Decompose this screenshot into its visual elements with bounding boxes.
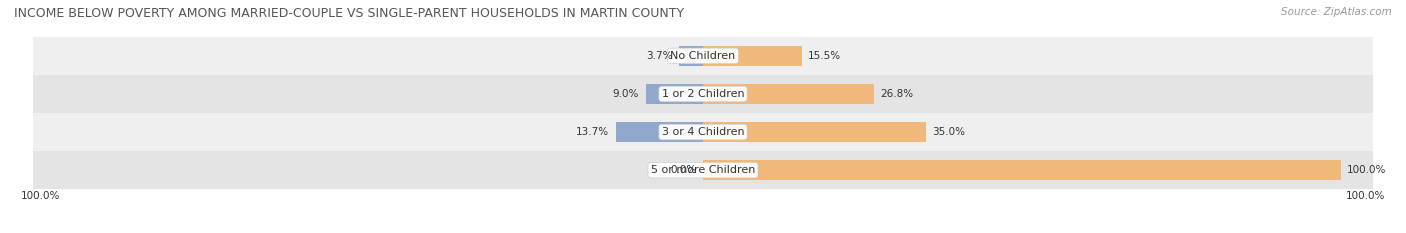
Bar: [703, 160, 1341, 180]
Text: 15.5%: 15.5%: [808, 51, 841, 61]
Text: 100.0%: 100.0%: [1347, 165, 1386, 175]
Bar: [645, 84, 703, 104]
Bar: [34, 75, 1372, 113]
Text: 26.8%: 26.8%: [880, 89, 914, 99]
Text: 13.7%: 13.7%: [576, 127, 609, 137]
Text: 100.0%: 100.0%: [1346, 191, 1385, 201]
Bar: [34, 37, 1372, 75]
Text: 3 or 4 Children: 3 or 4 Children: [662, 127, 744, 137]
Text: 100.0%: 100.0%: [21, 191, 60, 201]
Bar: [679, 46, 703, 66]
Text: 5 or more Children: 5 or more Children: [651, 165, 755, 175]
Text: 9.0%: 9.0%: [613, 89, 640, 99]
Text: 35.0%: 35.0%: [932, 127, 966, 137]
Text: 0.0%: 0.0%: [671, 165, 696, 175]
Bar: [616, 122, 703, 142]
Bar: [34, 113, 1372, 151]
Text: INCOME BELOW POVERTY AMONG MARRIED-COUPLE VS SINGLE-PARENT HOUSEHOLDS IN MARTIN : INCOME BELOW POVERTY AMONG MARRIED-COUPL…: [14, 7, 685, 20]
Bar: [703, 46, 801, 66]
Text: Source: ZipAtlas.com: Source: ZipAtlas.com: [1281, 7, 1392, 17]
Text: 3.7%: 3.7%: [647, 51, 673, 61]
Bar: [34, 151, 1372, 189]
Text: No Children: No Children: [671, 51, 735, 61]
Bar: [703, 122, 927, 142]
Text: 1 or 2 Children: 1 or 2 Children: [662, 89, 744, 99]
Bar: [703, 84, 875, 104]
